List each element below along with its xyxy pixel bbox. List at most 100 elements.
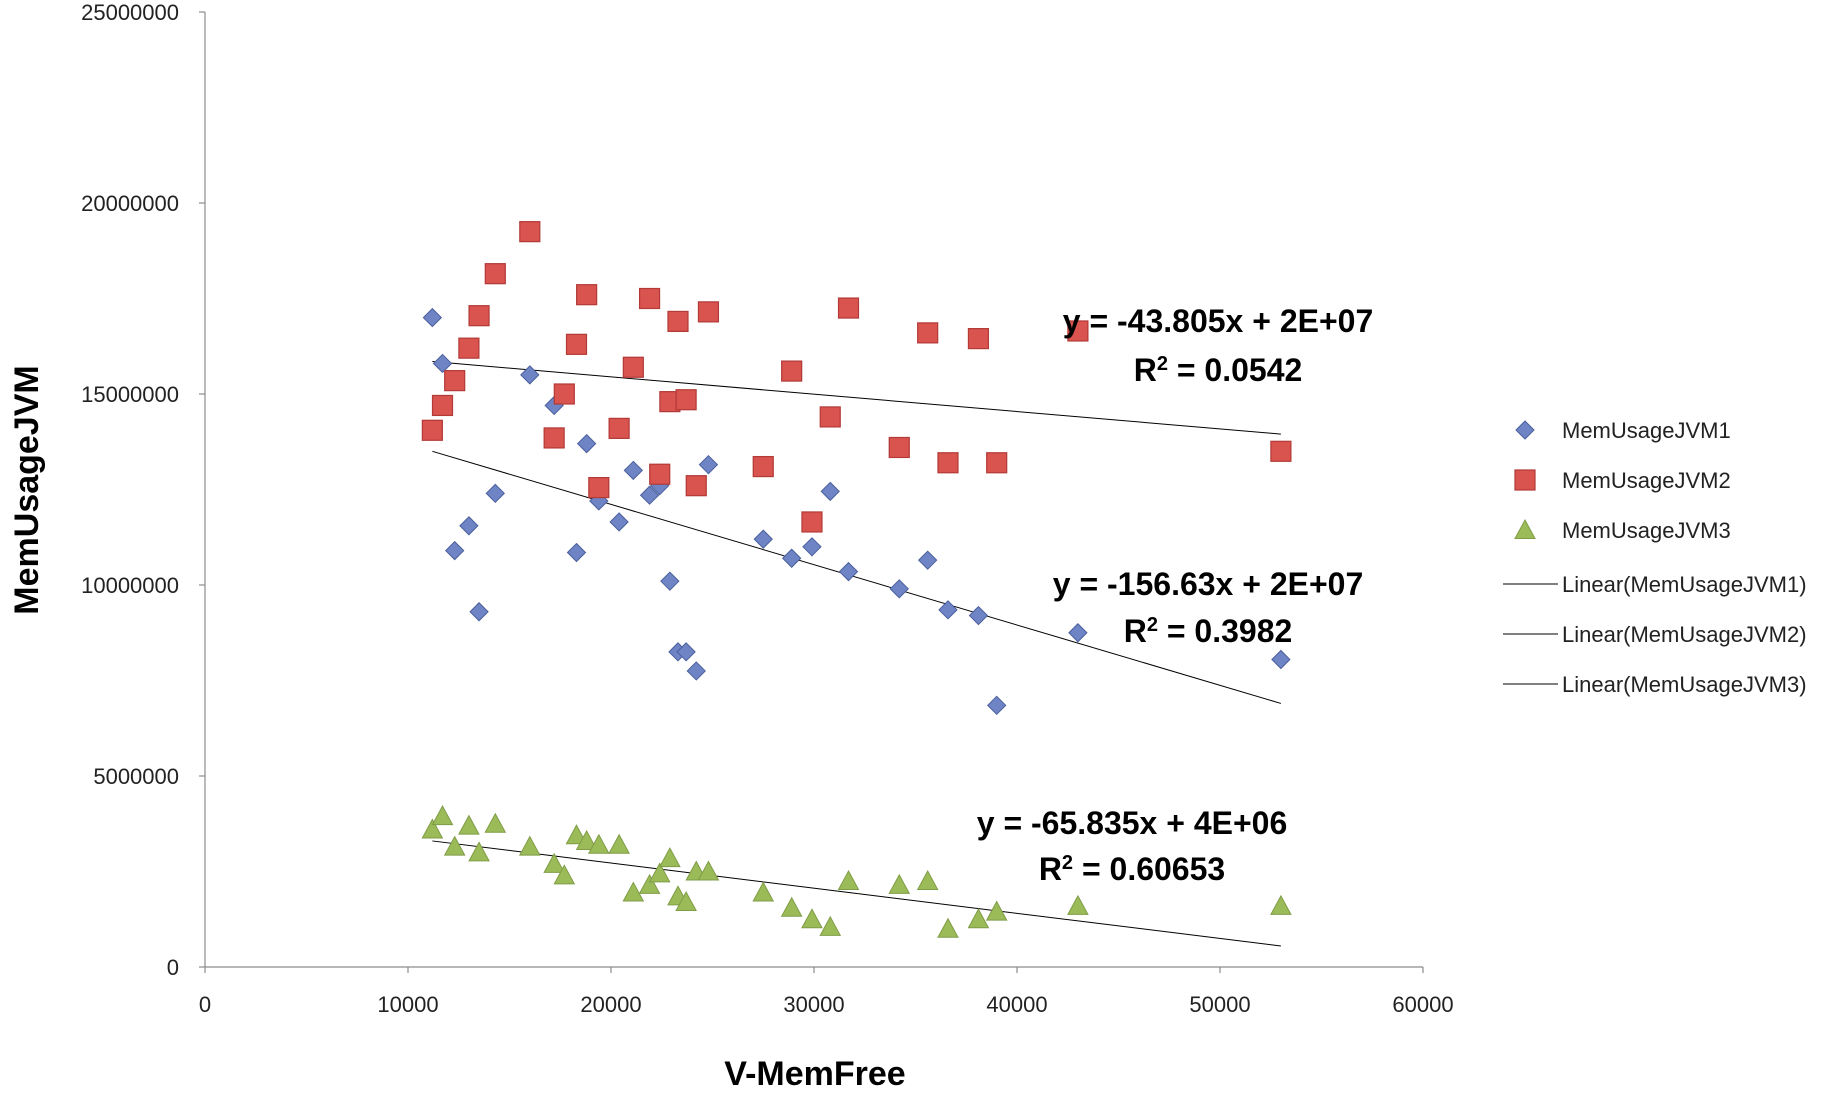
data-point [576, 433, 597, 454]
series-3 [421, 805, 1292, 938]
data-point [648, 862, 671, 883]
data-point [518, 835, 541, 856]
data-point [566, 542, 587, 563]
trendline-equation: y = -156.63x + 2E+07 [1053, 566, 1363, 602]
legend: MemUsageJVM1 MemUsageJVM2 MemUsageJVM3 Line… [1503, 418, 1807, 697]
data-point [1271, 649, 1291, 670]
data-point [819, 915, 842, 936]
data-point [443, 835, 466, 856]
data-point [609, 512, 629, 532]
data-point [565, 824, 588, 845]
legend-label: Linear(MemUsageJVM3) [1562, 672, 1807, 697]
data-point [820, 481, 840, 502]
data-point [608, 417, 630, 439]
data-point [752, 455, 774, 478]
data-point [587, 833, 610, 854]
data-point [937, 917, 959, 938]
data-point [458, 337, 480, 359]
data-point [697, 860, 720, 881]
trendline-equation: y = -43.805x + 2E+07 [1063, 303, 1373, 339]
data-point [938, 600, 958, 620]
data-point [638, 287, 661, 310]
data-point [1270, 440, 1292, 462]
y-tick-label: 15000000 [81, 382, 179, 407]
data-point [937, 452, 959, 474]
data-point [432, 353, 453, 374]
legend-label: MemUsageJVM2 [1562, 468, 1731, 493]
data-point [917, 322, 939, 344]
data-point [519, 221, 541, 243]
data-point [1270, 894, 1292, 915]
data-point [780, 896, 803, 917]
y-tick-label: 25000000 [81, 0, 179, 25]
data-point [469, 602, 489, 622]
x-tick-label: 10000 [377, 992, 438, 1017]
data-point [485, 483, 505, 504]
data-point [468, 841, 490, 862]
data-point [444, 370, 466, 392]
data-point [458, 814, 480, 835]
data-point [781, 548, 802, 568]
data-point [520, 365, 540, 385]
data-point [608, 833, 630, 854]
data-point [459, 516, 479, 536]
data-point [422, 307, 443, 328]
data-point [676, 642, 696, 662]
data-point [484, 812, 507, 833]
data-point [421, 818, 444, 839]
x-tick-label: 20000 [580, 992, 641, 1017]
legend-marker [1514, 518, 1536, 539]
trendline-r-squared: R2 = 0.60653 [1039, 851, 1225, 887]
data-point [986, 452, 1008, 474]
data-point [752, 881, 775, 902]
data-point [543, 852, 565, 873]
data-point [622, 356, 644, 378]
x-tick-label: 40000 [986, 992, 1047, 1017]
legend-marker [1514, 469, 1536, 491]
legend-label: Linear(MemUsageJVM1) [1562, 572, 1807, 597]
data-point [686, 661, 706, 681]
trendline-equation: y = -65.835x + 4E+06 [977, 805, 1287, 841]
data-point [638, 873, 661, 894]
data-point [967, 908, 990, 929]
x-tick-label: 60000 [1392, 992, 1453, 1017]
data-point [917, 550, 938, 570]
data-point [838, 561, 859, 582]
legend-label: MemUsageJVM1 [1562, 418, 1731, 443]
data-point [431, 394, 454, 417]
legend-label: Linear(MemUsageJVM2) [1562, 622, 1807, 647]
data-point [968, 605, 989, 626]
data-point [659, 847, 681, 868]
data-point [553, 383, 575, 405]
legend-label: MemUsageJVM3 [1562, 518, 1731, 543]
data-point [819, 406, 841, 428]
data-point [837, 869, 860, 891]
data-point [675, 389, 697, 411]
data-point [667, 310, 689, 333]
data-point [985, 900, 1008, 921]
data-point [543, 427, 565, 449]
data-point [801, 511, 823, 533]
data-point [588, 476, 610, 499]
data-point [1067, 320, 1089, 342]
data-point [444, 540, 465, 561]
x-tick-label: 50000 [1189, 992, 1250, 1017]
x-tick-label: 0 [199, 992, 211, 1017]
trendline-r-squared: R2 = 0.0542 [1134, 352, 1303, 388]
y-tick-label: 10000000 [81, 573, 179, 598]
data-point [888, 873, 911, 894]
data-point [801, 908, 823, 929]
series-2 [421, 221, 1292, 533]
data-point [660, 571, 680, 591]
data-point [697, 301, 720, 323]
data-point [639, 485, 660, 505]
data-point [986, 695, 1007, 716]
trendline-2 [432, 361, 1281, 435]
legend-marker [1515, 420, 1535, 440]
y-axis-title: MemUsageJVM [8, 365, 46, 614]
data-point [967, 328, 990, 350]
trendline-r-squared: R2 = 0.3982 [1124, 613, 1293, 649]
data-point [622, 881, 645, 902]
data-point [802, 537, 822, 557]
